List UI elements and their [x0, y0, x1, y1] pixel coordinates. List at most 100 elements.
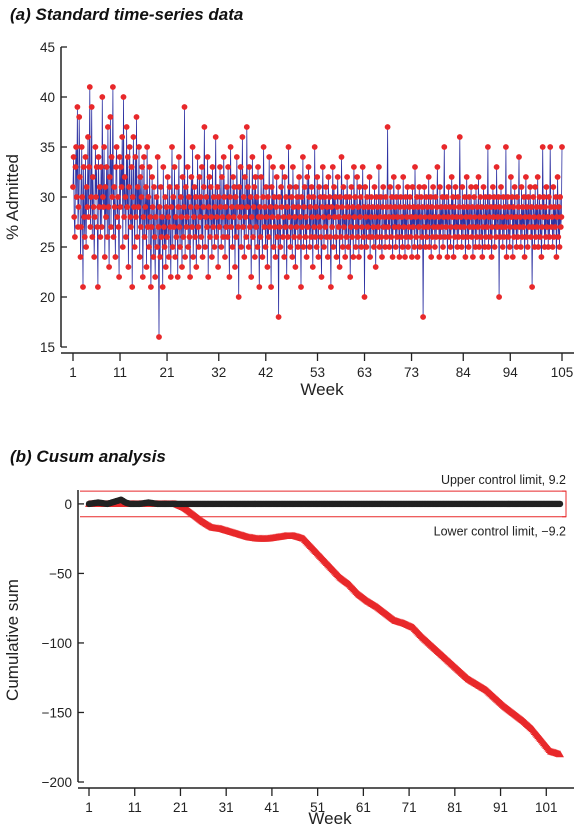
panel-a-data-point	[515, 204, 522, 210]
panel-a-data-point	[154, 154, 161, 160]
panel-a-data-point	[250, 204, 257, 210]
panel-a-data-point	[142, 204, 149, 210]
panel-a-data-point	[528, 204, 535, 210]
panel-b-xtick-label: 101	[535, 800, 558, 815]
panel-a-data-point	[319, 204, 326, 210]
panel-a-data-point	[441, 144, 448, 150]
panel-a-data-point	[212, 204, 218, 210]
panel-a-data-point	[366, 174, 373, 180]
panel-a-data-point	[164, 234, 171, 240]
panel-a-data-point	[155, 224, 162, 230]
panel-a-data-point	[191, 184, 198, 190]
panel-a-data-point	[290, 204, 297, 210]
panel-a-data-point	[440, 214, 447, 220]
panel-a-data-point	[546, 234, 553, 240]
panel-a-data-point	[230, 174, 237, 180]
panel-a-data-point	[140, 214, 147, 220]
panel-a-data-point	[459, 184, 466, 190]
panel-a-data-point	[165, 214, 172, 220]
panel-a-data-point	[271, 224, 278, 230]
panel-a-data-point	[433, 204, 440, 210]
panel-a-data-point	[212, 134, 219, 140]
panel-a-data-point	[414, 194, 420, 200]
panel-a-data-point	[81, 234, 88, 240]
panel-a-data-point	[133, 214, 139, 220]
panel-a-data-point	[136, 144, 142, 150]
panel-a-data-point	[288, 224, 294, 230]
panel-a-data-point	[149, 174, 156, 180]
panel-a-data-point	[162, 264, 169, 270]
panel-a-data-point	[407, 234, 414, 240]
panel-b-ytick-label: −50	[49, 566, 72, 581]
panel-a-data-point	[293, 184, 299, 190]
panel-a-data-point	[186, 194, 192, 200]
panel-a-data-point	[325, 174, 332, 180]
panel-a-data-point	[74, 104, 81, 110]
panel-a-data-point	[258, 214, 265, 220]
panel-a-data-point	[443, 224, 449, 230]
panel-b-xtick-label: 21	[173, 800, 188, 815]
panel-a-data-point	[238, 244, 245, 250]
panel-a-data-point	[289, 254, 296, 260]
panel-a-data-point	[88, 194, 94, 200]
control-limit-bracket	[562, 490, 567, 518]
panel-a-data-point	[415, 204, 421, 210]
panel-a-data-point	[157, 184, 164, 190]
panel-a-data-point	[503, 254, 510, 260]
upper-control-limit-label: Upper control limit, 9.2	[441, 473, 566, 487]
panel-a-data-point	[430, 224, 437, 230]
panel-a-data-point	[463, 214, 469, 220]
panel-a-data-point	[423, 234, 430, 240]
panel-a-data-point	[393, 194, 400, 200]
panel-a-data-point	[508, 174, 514, 180]
panel-a-data-point	[133, 114, 140, 120]
panel-a-data-point	[439, 194, 446, 200]
panel-a-data-point	[411, 244, 418, 250]
panel-a-data-point	[450, 194, 456, 200]
panel-a-data-point	[330, 244, 337, 250]
panel-a-data-point	[150, 254, 157, 260]
panel-a-data-point	[432, 194, 439, 200]
panel-a-data-point	[476, 244, 483, 250]
panel-a-data-point	[206, 174, 213, 180]
panel-a-data-point	[378, 234, 385, 240]
panel-a-data-point	[559, 144, 565, 150]
panel-a-data-point	[124, 154, 131, 160]
panel-a-data-point	[452, 184, 459, 190]
panel-a-data-point	[549, 214, 555, 220]
panel-a-data-point	[437, 184, 443, 190]
panel-a-data-point	[310, 194, 317, 200]
panel-a-data-point	[342, 254, 349, 260]
panel-a-data-point	[535, 244, 542, 250]
panel-a-data-point	[266, 154, 273, 160]
panel-a-data-point	[265, 234, 272, 240]
panel-a-time-series: (a) Standard time-series data 15 20 25 30 35…	[3, 5, 574, 399]
panel-a-data-point	[72, 234, 78, 240]
panel-a-data-point	[301, 204, 307, 210]
panel-a-data-point	[465, 244, 472, 250]
panel-a-data-point	[85, 134, 91, 140]
panel-a-data-point	[280, 234, 286, 240]
panel-a-data-point	[403, 234, 410, 240]
panel-a-data-point	[217, 204, 224, 210]
panel-a-data-point	[91, 214, 98, 220]
panel-a-data-point	[412, 164, 418, 170]
panel-a-data-point	[533, 204, 540, 210]
panel-a-xtick-label: 11	[113, 365, 127, 380]
panel-a-data-point	[129, 194, 136, 200]
panel-a-data-point	[98, 164, 104, 170]
panel-a-data-point	[347, 274, 354, 280]
panel-a-data-point	[336, 214, 342, 220]
panel-a-data-point	[406, 204, 413, 210]
panel-a-data-point	[122, 194, 129, 200]
panel-a-data-point	[219, 214, 226, 220]
panel-a-data-point	[501, 204, 508, 210]
panel-a-data-point	[83, 184, 90, 190]
panel-a-data-point	[496, 294, 502, 300]
panel-a-data-point	[409, 254, 415, 260]
panel-a-data-point	[324, 254, 331, 260]
panel-a-data-point	[555, 234, 562, 240]
panel-b-xtick-label: 1	[85, 800, 93, 815]
panel-a-data-point	[546, 194, 552, 200]
